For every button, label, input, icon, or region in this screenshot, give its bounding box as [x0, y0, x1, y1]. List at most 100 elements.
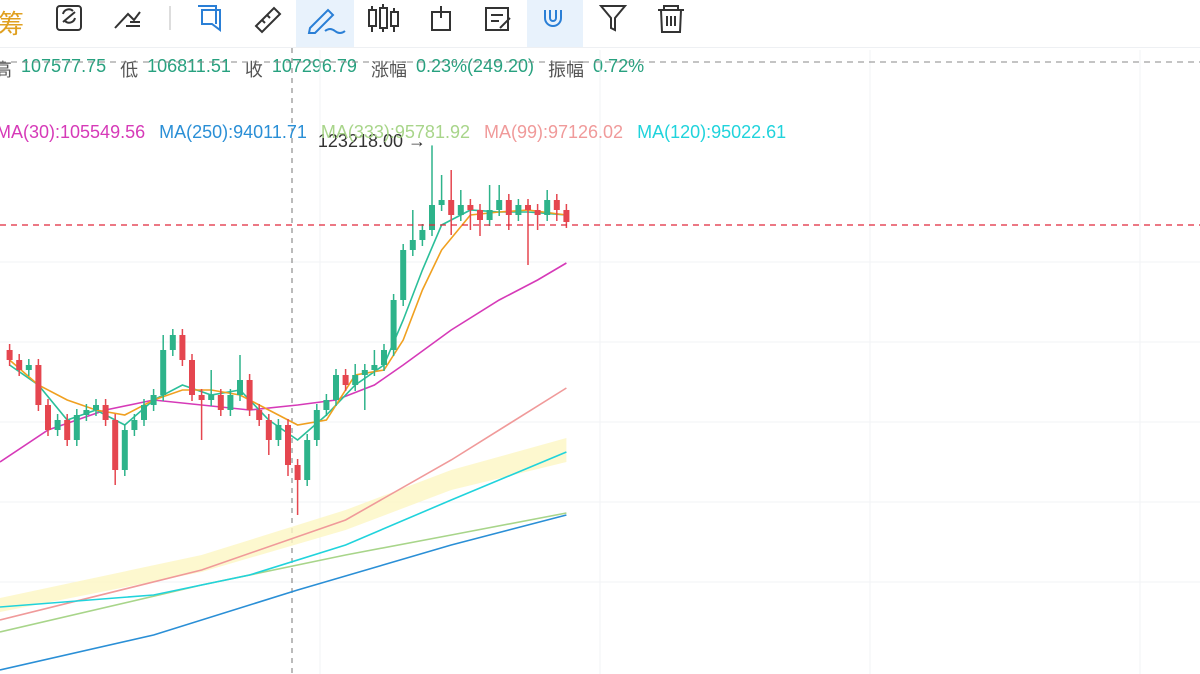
- candle-body: [457, 205, 464, 215]
- candle-body: [121, 430, 128, 470]
- toolbar-icons: [56, 0, 684, 47]
- candle-body: [361, 370, 368, 375]
- candle-body: [246, 380, 253, 410]
- candle-body: [333, 375, 339, 400]
- candle-body: [438, 200, 445, 205]
- high-label: 123218.00 →: [318, 131, 426, 151]
- candle-body: [400, 250, 407, 300]
- info-value: 0.72%: [593, 56, 645, 76]
- candle-body: [544, 200, 551, 215]
- candle-body: [169, 335, 176, 350]
- candle-body: [477, 210, 483, 220]
- icon-lock[interactable]: [431, 6, 451, 31]
- candle-body: [102, 405, 109, 420]
- band-area: [0, 438, 567, 612]
- ma-line: [0, 512, 567, 633]
- info-label: 低: [120, 60, 139, 80]
- candle-body: [323, 400, 330, 410]
- ma-line: [0, 451, 567, 608]
- candle-body: [285, 425, 291, 465]
- candle-body: [73, 415, 80, 440]
- legend-entry: MA(99):97126.02: [484, 122, 623, 142]
- candle-body: [553, 200, 560, 210]
- candle-body: [217, 395, 224, 410]
- info-value: 0.23%(249.20): [415, 56, 535, 76]
- candle-body: [237, 380, 243, 395]
- toolbar-label[interactable]: 筹: [0, 9, 25, 39]
- candle-body: [294, 465, 301, 480]
- candle-body: [429, 205, 435, 230]
- ma-line: [0, 514, 567, 671]
- icon-ruler[interactable]: [254, 6, 282, 34]
- icon-pen[interactable]: [307, 8, 346, 34]
- candle-body: [496, 200, 503, 210]
- candle-body: [64, 420, 71, 440]
- candle-body: [419, 230, 426, 240]
- candle-body: [313, 410, 320, 440]
- ma-line: [9, 209, 567, 426]
- icon-candles[interactable]: [368, 4, 399, 32]
- info-value: 107577.75: [21, 56, 107, 76]
- candle-body: [265, 420, 272, 440]
- ma-line: [0, 262, 567, 463]
- legend-entry: MA(250):94011.71: [159, 122, 307, 142]
- info-value: 106811.51: [147, 56, 231, 76]
- candle-body: [16, 360, 23, 370]
- candle-body: [25, 365, 32, 370]
- candle-body: [352, 375, 359, 385]
- ohlc-info: 高 107577.75 低 106811.51 收 107296.79 涨幅 0.23%(24…: [0, 56, 649, 82]
- info-label: 涨幅: [370, 60, 407, 80]
- icon-lines[interactable]: [114, 11, 141, 29]
- icon-sync[interactable]: [56, 5, 82, 31]
- icon-trash[interactable]: [658, 5, 684, 33]
- candle-body: [112, 420, 119, 470]
- toolbar: 筹: [0, 0, 1200, 48]
- candle-body: [160, 350, 167, 395]
- legend-entry: MA(333):95781.92: [321, 122, 470, 142]
- candle-body: [256, 410, 263, 420]
- candle-body: [534, 210, 541, 215]
- grid: [0, 50, 1200, 674]
- candle-body: [390, 300, 397, 350]
- candle-body: [275, 425, 282, 440]
- candle-body: [54, 420, 61, 430]
- legend-entry: MA(120):95022.61: [637, 122, 786, 142]
- candle-body: [179, 335, 186, 360]
- icon-note[interactable]: [485, 7, 511, 31]
- candle-body: [525, 205, 531, 210]
- candle-body: [563, 210, 570, 222]
- candle-body: [131, 420, 138, 430]
- info-label: 收: [244, 60, 263, 80]
- candle-body: [227, 395, 234, 410]
- candle-body: [342, 375, 349, 385]
- candle-body: [381, 350, 387, 365]
- icon-filter[interactable]: [598, 5, 628, 32]
- candle-body: [93, 405, 99, 410]
- candle-body: [486, 210, 493, 220]
- info-label: 振幅: [548, 60, 585, 80]
- active-tool-bg: [527, 0, 583, 47]
- ma-line: [0, 387, 567, 621]
- candle-body: [505, 200, 512, 215]
- candle-body: [467, 205, 474, 210]
- candle-body: [515, 205, 522, 215]
- candle-body: [35, 365, 42, 405]
- candle-body: [45, 405, 51, 430]
- legend-entry: MA(30):105549.56: [0, 122, 145, 142]
- candle-body: [189, 360, 195, 395]
- icon-magnet[interactable]: [544, 10, 562, 27]
- candle-body: [6, 350, 13, 360]
- candle-body: [409, 240, 416, 250]
- candle-body: [198, 395, 205, 400]
- candle-body: [83, 410, 90, 415]
- candle-body: [208, 395, 215, 400]
- candle-body: [141, 405, 147, 420]
- candle-body: [150, 395, 157, 405]
- icon-layers[interactable]: [198, 5, 221, 32]
- info-label: 高: [0, 60, 12, 80]
- candle-body: [371, 365, 378, 370]
- info-value: 107296.79: [271, 56, 357, 76]
- candle-body: [448, 200, 455, 215]
